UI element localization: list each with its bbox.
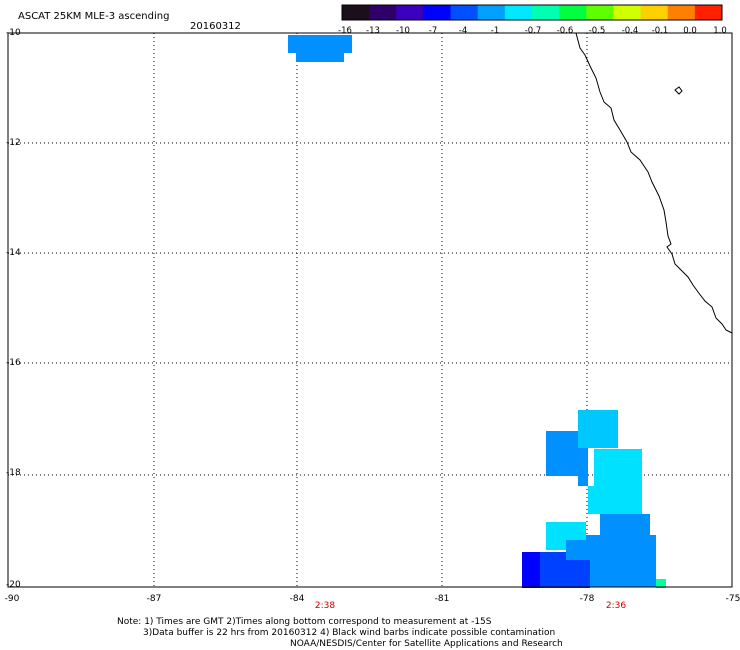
colorbar-label: -0.4	[621, 26, 639, 36]
y-tick-label: -18	[6, 468, 21, 478]
x-tick-label: -78	[579, 594, 595, 604]
colorbar-label: -1	[490, 26, 500, 36]
x-tick-label: -87	[146, 594, 162, 604]
wind-retrieval-cell	[566, 540, 596, 560]
wind-retrieval-cell	[296, 53, 344, 62]
wind-retrieval-cell	[578, 410, 618, 448]
colorbar-label: -4	[458, 26, 468, 36]
colorbar-segment	[504, 5, 533, 20]
colorbar-label: -0.7	[524, 26, 542, 36]
note-line-3: NOAA/NESDIS/Center for Satellite Applica…	[290, 639, 563, 649]
y-tick-label: -14	[6, 248, 21, 258]
colorbar-segment	[369, 5, 397, 20]
colorbar-segment	[396, 5, 424, 20]
colorbar-label: -0.1	[651, 26, 669, 36]
wind-retrieval-cell	[288, 35, 352, 53]
grid-lines	[8, 33, 732, 587]
data-cells	[288, 35, 666, 588]
colorbar-label: 0.0	[683, 26, 697, 36]
wind-retrieval-cell	[588, 486, 642, 514]
colorbar-label: -0.6	[556, 26, 574, 36]
colorbar-segment	[559, 5, 587, 20]
wind-retrieval-cell	[594, 449, 642, 487]
colorbar	[341, 4, 723, 21]
colorbar-segment	[423, 5, 452, 20]
note-line-1: Note: 1) Times are GMT 2)Times along bot…	[117, 617, 492, 627]
colorbar-label: -10	[396, 26, 410, 36]
colorbar-segment	[450, 5, 479, 20]
y-tick-label: -12	[6, 138, 21, 148]
pass-time-label: 2:36	[605, 601, 627, 611]
map-title: ASCAT 25KM MLE-3 ascending	[18, 11, 170, 22]
pass-time-label: 2:38	[314, 601, 336, 611]
colorbar-label: -13	[366, 26, 380, 36]
colorbar-label: -0.5	[588, 26, 606, 36]
colorbar-segment	[477, 5, 506, 20]
wind-retrieval-cell	[578, 448, 588, 486]
y-tick-label: -10	[6, 28, 21, 38]
colorbar-label: 1.0	[713, 26, 727, 36]
colorbar-segment	[586, 5, 614, 20]
wind-retrieval-cell	[656, 579, 666, 588]
colorbar-segment	[532, 5, 560, 20]
note-line-2: 3)Data buffer is 22 hrs from 20160312 4)…	[143, 628, 556, 638]
wind-retrieval-cell	[586, 535, 656, 587]
colorbar-segment	[694, 5, 723, 20]
x-tick-label: -84	[289, 594, 305, 604]
colorbar-segment	[640, 5, 669, 20]
colorbar-label: -7	[428, 26, 438, 36]
y-tick-label: -20	[6, 580, 21, 590]
colorbar-segment	[342, 5, 370, 20]
x-tick-label: -90	[4, 594, 20, 604]
map-frame	[7, 32, 733, 588]
colorbar-label: -16	[338, 26, 352, 36]
coastline	[575, 32, 733, 334]
wind-retrieval-cell	[522, 552, 542, 588]
x-tick-label: -75	[725, 594, 740, 604]
island-outline	[674, 86, 683, 95]
colorbar-frame	[341, 4, 723, 21]
map-date: 20160312	[190, 21, 241, 32]
colorbar-segment	[613, 5, 642, 20]
wind-retrieval-cell	[546, 431, 578, 476]
colorbar-segment	[667, 5, 696, 20]
x-tick-label: -81	[434, 594, 450, 604]
y-tick-label: -16	[6, 358, 21, 368]
